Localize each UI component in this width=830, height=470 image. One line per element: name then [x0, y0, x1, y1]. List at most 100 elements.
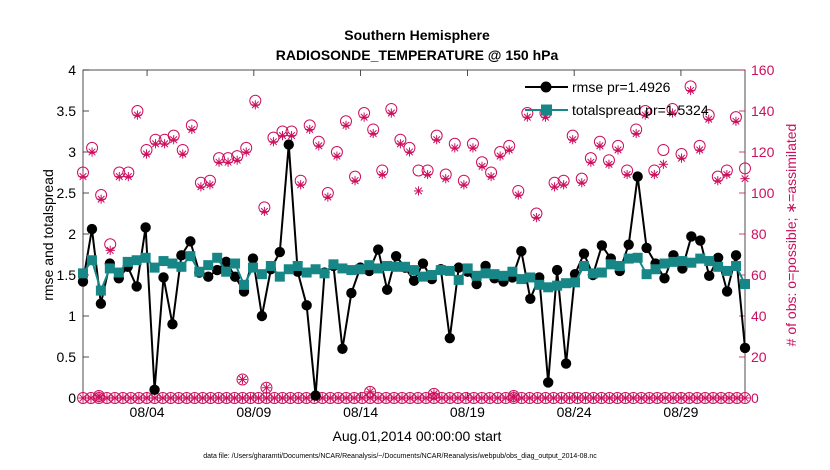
star-stroke: [733, 394, 741, 402]
star-stroke: [505, 146, 513, 154]
rmse-marker: [408, 275, 420, 286]
rmse-marker: [274, 246, 286, 258]
totalspread-marker: [570, 277, 581, 288]
obs-assimilated-spike-marker: [365, 387, 375, 397]
totalspread-marker: [301, 267, 312, 278]
obs-assimilated-marker: [205, 180, 215, 190]
rmse-marker: [301, 300, 312, 311]
star-stroke: [693, 394, 701, 402]
star-stroke: [224, 158, 232, 166]
rmse-marker: [525, 293, 536, 304]
obs-assimilated-marker: [676, 153, 687, 163]
totalspread-marker: [274, 271, 285, 282]
obs-assimilated-low-marker: [373, 393, 383, 403]
star-stroke: [741, 174, 749, 183]
star-stroke: [119, 394, 127, 402]
star-stroke: [251, 101, 259, 109]
obs-assimilated-low-marker: [556, 393, 567, 403]
totalspread-marker: [409, 265, 419, 276]
obs-assimilated-low-marker: [580, 393, 591, 403]
y-tick-label-right: 120: [751, 144, 775, 160]
star-stroke: [581, 394, 590, 402]
totalspread-marker: [95, 285, 106, 296]
obs-assimilated-marker: [178, 149, 188, 159]
rmse-marker: [95, 298, 107, 309]
totalspread-marker: [400, 261, 411, 272]
star-stroke: [287, 131, 296, 140]
obs-assimilated-marker: [96, 194, 106, 204]
obs-assimilated-marker: [713, 176, 723, 186]
obs-assimilated-low-marker: [453, 393, 463, 403]
obs-assimilated-low-marker: [732, 393, 742, 403]
obs-assimilated-marker: [568, 135, 578, 145]
star-stroke: [414, 394, 422, 402]
star-stroke: [188, 125, 196, 134]
obs-assimilated-low-marker: [341, 393, 351, 403]
legend-label-rmse: rmse pr=1.4926: [572, 79, 671, 95]
totalspread-marker: [221, 266, 232, 277]
obs-assimilated-marker: [78, 172, 88, 182]
obs-assimilated-low-marker: [564, 393, 575, 403]
star-stroke: [306, 125, 314, 134]
star-stroke: [523, 113, 532, 121]
totalspread-marker: [516, 274, 527, 285]
star-stroke: [88, 148, 96, 156]
star-stroke: [238, 394, 247, 402]
obs-assimilated-low-marker: [301, 393, 311, 403]
obs-assimilated-marker: [622, 169, 632, 180]
rmse-marker: [337, 343, 348, 354]
star-stroke: [278, 394, 287, 402]
star-stroke: [142, 150, 151, 158]
obs-assimilated-low-marker: [293, 393, 303, 403]
obs-assimilated-marker: [740, 174, 750, 184]
totalspread-marker: [265, 260, 276, 271]
star-stroke: [390, 394, 398, 402]
obs-assimilated-low-marker: [182, 393, 192, 403]
obs-assimilated-marker: [613, 145, 623, 155]
star-stroke: [206, 181, 214, 189]
y-tick-label-right: 0: [751, 390, 759, 406]
rmse-marker: [176, 250, 187, 261]
rmse-marker: [390, 250, 402, 262]
totalspread-marker: [426, 270, 437, 280]
rmse-marker: [203, 271, 214, 282]
rmse-marker: [185, 236, 196, 247]
star-stroke: [214, 394, 223, 402]
rmse-marker: [373, 244, 384, 255]
star-stroke: [222, 394, 231, 402]
star-stroke: [326, 394, 334, 402]
obs-assimilated-low-marker: [174, 393, 184, 403]
obs-assimilated-marker: [386, 108, 396, 118]
y-tick-label-right: 60: [751, 267, 767, 283]
chart-title-line1: Southern Hemisphere: [344, 27, 490, 43]
star-stroke: [705, 115, 713, 123]
obs-assimilated-low-marker: [389, 393, 399, 403]
obs-assimilated-marker: [531, 213, 542, 223]
star-stroke: [578, 179, 586, 187]
obs-assimilated-marker: [223, 157, 233, 167]
totalspread-marker: [695, 253, 706, 264]
obs-assimilated-marker: [722, 169, 732, 180]
obs-assimilated-marker: [459, 180, 469, 190]
obs-assimilated-marker: [268, 137, 279, 147]
star-stroke: [183, 394, 191, 402]
totalspread-marker: [310, 264, 321, 275]
star-stroke: [190, 394, 199, 402]
totalspread-marker: [131, 255, 142, 266]
star-stroke: [238, 375, 247, 384]
obs-assimilated-low-marker: [206, 393, 216, 403]
star-stroke: [358, 394, 366, 402]
totalspread-marker: [78, 268, 88, 279]
obs-assimilated-low-marker: [501, 393, 511, 403]
star-stroke: [382, 394, 390, 402]
rmse-marker: [149, 384, 160, 395]
rmse-marker: [167, 319, 178, 330]
obs-assimilated-marker: [549, 182, 560, 192]
obs-assimilated-low-marker: [533, 393, 543, 403]
totalspread-marker: [355, 264, 366, 275]
rmse-marker: [632, 171, 643, 182]
rmse-marker: [471, 278, 482, 290]
obs-assimilated-low-marker: [493, 393, 503, 403]
totalspread-marker: [104, 263, 115, 274]
